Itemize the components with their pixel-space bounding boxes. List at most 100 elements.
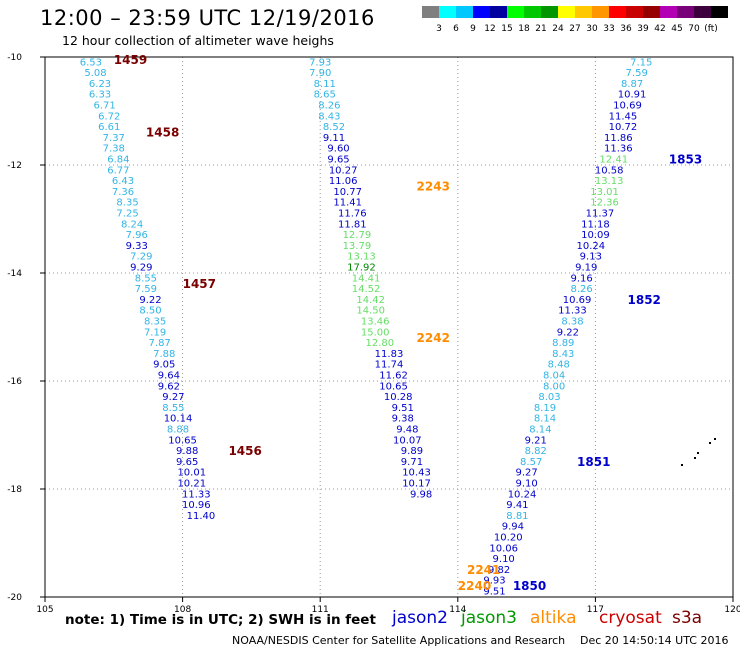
color-swatch	[592, 6, 609, 18]
legend-cryosat: cryosat	[599, 608, 662, 628]
wave-height-value: 10.17	[402, 479, 431, 490]
color-swatch	[609, 6, 626, 18]
x-tick-label: 105	[36, 605, 53, 615]
wave-height-value: 8.48	[548, 360, 570, 371]
wave-height-value: 9.22	[557, 327, 579, 338]
color-scale-label: 70	[688, 24, 700, 34]
color-swatch	[677, 6, 694, 18]
color-scale-label: 27	[569, 24, 580, 34]
wave-height-value: 7.88	[153, 349, 175, 360]
legend-s3a: s3a	[672, 608, 703, 628]
wave-height-value: 9.65	[327, 155, 349, 166]
color-scale-label: 42	[654, 24, 665, 34]
wave-height-value: 8.81	[506, 511, 528, 522]
wave-height-value: 11.41	[333, 198, 362, 209]
pass-time-label: 1851	[577, 455, 610, 469]
legend-jason3: jason3	[461, 608, 517, 628]
wave-height-value: 8.19	[534, 403, 556, 414]
color-scale-label: 21	[535, 24, 546, 34]
x-tick-label: 114	[449, 605, 466, 615]
color-scale-label: 18	[518, 24, 530, 34]
color-swatch	[490, 6, 507, 18]
wave-height-value: 8.35	[144, 317, 166, 328]
wave-height-value: 14.41	[352, 273, 381, 284]
color-scale-label: 15	[501, 24, 512, 34]
pass-time-label: 1458	[146, 126, 179, 140]
color-scale-label: (ft)	[704, 24, 718, 34]
wave-height-value: 8.03	[538, 392, 560, 403]
wave-height-value: 12.36	[590, 198, 619, 209]
wave-height-value: 6.53	[80, 57, 102, 68]
color-swatch	[694, 6, 711, 18]
island-mark	[709, 442, 711, 444]
wave-height-value: 8.65	[314, 90, 336, 101]
wave-height-value: 6.23	[89, 79, 111, 90]
wave-height-value: 9.27	[162, 392, 184, 403]
wave-height-value: 13.46	[361, 317, 390, 328]
wave-height-value: 11.74	[375, 360, 404, 371]
wave-height-value: 9.60	[327, 144, 349, 155]
island-mark	[714, 438, 716, 440]
pass-time-label: 2243	[417, 180, 450, 194]
wave-height-value: 9.10	[493, 554, 515, 565]
wave-height-value: 7.59	[135, 284, 157, 295]
wave-height-value: 9.93	[483, 576, 505, 587]
wave-height-value: 10.69	[563, 295, 592, 306]
wave-height-value: 9.64	[158, 371, 180, 382]
wave-height-value: 9.27	[515, 468, 537, 479]
wave-height-value: 11.33	[182, 489, 211, 500]
color-scale-label: 30	[586, 24, 598, 34]
wave-height-value: 14.52	[352, 284, 381, 295]
legend-altika: altika	[530, 608, 577, 628]
wave-height-value: 10.21	[177, 479, 206, 490]
pass-time-label: 1457	[183, 277, 216, 291]
wave-height-value: 11.18	[581, 219, 610, 230]
wave-height-value: 10.91	[618, 90, 647, 101]
wave-height-value: 7.25	[116, 209, 138, 220]
legend-jason2: jason2	[392, 608, 448, 628]
wave-height-value: 17.92	[347, 263, 376, 274]
wave-height-value: 9.21	[525, 435, 547, 446]
pass-time-label: 1456	[228, 444, 261, 458]
wave-height-value: 10.96	[182, 500, 211, 511]
wave-height-value: 7.90	[309, 68, 331, 79]
wave-height-value: 9.71	[401, 457, 423, 468]
pass-time-label: 1850	[513, 579, 546, 593]
wave-height-value: 11.62	[379, 371, 408, 382]
wave-height-value: 9.38	[392, 414, 414, 425]
footer-note: note: 1) Time is in UTC; 2) SWH is in fe…	[65, 612, 376, 628]
wave-height-value: 8.14	[529, 425, 551, 436]
color-swatch	[711, 6, 728, 18]
wave-height-value: 9.51	[483, 587, 505, 598]
wave-height-value: 11.37	[586, 209, 615, 220]
wave-height-value: 8.14	[534, 414, 556, 425]
wave-height-value: 11.06	[329, 176, 358, 187]
wave-height-value: 8.50	[139, 306, 161, 317]
chart-title: 12:00 – 23:59 UTC 12/19/2016	[40, 6, 375, 30]
wave-height-value: 10.20	[494, 533, 523, 544]
wave-height-value: 13.13	[595, 176, 624, 187]
wave-height-value: 11.33	[558, 306, 587, 317]
wave-height-value: 10.77	[333, 187, 362, 198]
wave-height-value: 9.33	[126, 241, 148, 252]
color-scale-label: 9	[470, 24, 476, 34]
series-jason2: 7.157.598.8710.9110.6911.4510.7211.8611.…	[483, 57, 652, 597]
x-tick-label: 117	[587, 605, 604, 615]
credit-text: NOAA/NESDIS Center for Satellite Applica…	[232, 634, 566, 647]
wave-height-value: 8.11	[314, 79, 336, 90]
color-scale-label: 6	[453, 24, 459, 34]
wave-height-value: 7.29	[130, 252, 152, 263]
wave-height-value: 6.33	[89, 90, 111, 101]
color-swatch	[507, 6, 524, 18]
wave-height-value: 11.45	[609, 111, 638, 122]
y-tick-label: -10	[7, 53, 22, 63]
wave-height-value: 8.43	[552, 349, 574, 360]
wave-height-value: 10.65	[379, 381, 408, 392]
wave-height-value: 9.11	[323, 133, 345, 144]
wave-height-value: 8.82	[525, 446, 547, 457]
wave-height-value: 9.89	[401, 446, 423, 457]
pass-time-label: 1459	[114, 53, 147, 67]
wave-height-value: 11.83	[375, 349, 404, 360]
wave-height-value: 10.65	[168, 435, 197, 446]
wave-height-value: 8.88	[167, 425, 189, 436]
